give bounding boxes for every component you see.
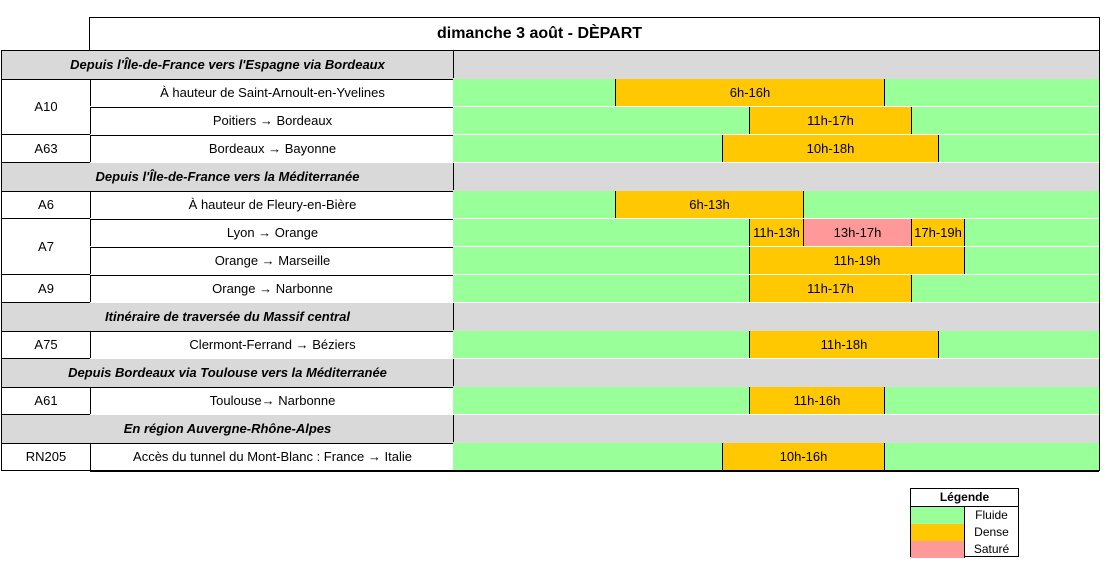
table-row: Orange → Narbonne 11h-17h (90, 275, 1099, 304)
traffic-segment-dense: 10h-16h (722, 443, 885, 470)
legend-swatch (911, 541, 964, 558)
table-row: À hauteur de Saint-Arnoult-en-Yvelines 6h… (90, 79, 1099, 108)
table-row: Clermont-Ferrand → Béziers 11h-18h (90, 331, 1099, 360)
road-number: A6 (2, 191, 90, 219)
timeline-bar: 11h-13h 13h-17h 17h-19h (453, 219, 1099, 246)
legend-label: Saturé (964, 541, 1018, 558)
route-label: À hauteur de Fleury-en-Bière (90, 191, 455, 218)
section-label: Depuis l'Île-de-France vers l'Espagne vi… (2, 51, 454, 78)
route-label: Bordeaux → Bayonne (90, 135, 455, 162)
section-header: Depuis Bordeaux via Toulouse vers la Méd… (2, 359, 1099, 388)
table-row: Orange → Marseille 11h-19h (90, 247, 1099, 276)
traffic-segment-dense: 17h-19h (911, 219, 965, 246)
traffic-segment-dense: 10h-18h (722, 135, 939, 162)
traffic-segment-dense: 6h-13h (615, 191, 804, 218)
legend-swatch (911, 524, 964, 541)
table-row: Accès du tunnel du Mont-Blanc : France →… (90, 443, 1099, 472)
legend-item: Dense (911, 524, 1018, 541)
route-label: Orange → Narbonne (90, 275, 455, 302)
route-label: Poitiers → Bordeaux (90, 107, 455, 134)
timeline-bar: 11h-16h (453, 387, 1099, 414)
road-number: A10 (2, 79, 90, 135)
traffic-segment-dense: 11h-19h (749, 247, 965, 274)
legend-label: Dense (964, 524, 1018, 541)
timeline-bar: 6h-16h (453, 79, 1099, 106)
section-header: En région Auvergne-Rhône-Alpes (2, 415, 1099, 444)
timeline-bar: 11h-17h (453, 275, 1099, 302)
section-label: Depuis Bordeaux via Toulouse vers la Méd… (2, 359, 454, 386)
road-number: RN205 (2, 443, 90, 471)
section-label: En région Auvergne-Rhône-Alpes (2, 415, 454, 442)
timeline-bar: 6h-13h (453, 191, 1099, 218)
legend: Légende Fluide Dense Saturé (910, 488, 1019, 558)
table-row: Lyon → Orange 11h-13h 13h-17h 17h-19h (90, 219, 1099, 248)
road-number: A63 (2, 135, 90, 163)
road-number: A61 (2, 387, 90, 415)
traffic-segment-dense: 11h-17h (749, 275, 912, 302)
legend-item: Saturé (911, 541, 1018, 558)
route-label: À hauteur de Saint-Arnoult-en-Yvelines (90, 79, 455, 106)
table-row: Bordeaux → Bayonne 10h-18h (90, 135, 1099, 164)
section-label: Depuis l'Île-de-France vers la Méditerra… (2, 163, 454, 190)
section-header: Itinéraire de traversée du Massif centra… (2, 303, 1099, 332)
traffic-segment-dense: 11h-18h (749, 331, 939, 358)
legend-title: Légende (911, 489, 1018, 507)
traffic-segment-dense: 11h-16h (749, 387, 885, 414)
table-row: Toulouse→ Narbonne 11h-16h (90, 387, 1099, 416)
route-label: Toulouse→ Narbonne (90, 387, 455, 414)
section-header: Depuis l'Île-de-France vers la Méditerra… (2, 163, 1099, 192)
table-row: Poitiers → Bordeaux 11h-17h (90, 107, 1099, 136)
page-title-text: dimanche 3 août - DÈPART (436, 25, 643, 42)
legend-label: Fluide (964, 507, 1018, 524)
timeline-bar: 10h-18h (453, 135, 1099, 162)
road-number: A9 (2, 275, 90, 303)
route-label: Orange → Marseille (90, 247, 455, 274)
route-label: Clermont-Ferrand → Béziers (90, 331, 455, 358)
page-title: dimanche 3 août - DÈPART (89, 17, 1100, 50)
timeline-bar: 10h-16h (453, 443, 1099, 470)
timeline-bar: 11h-17h (453, 107, 1099, 134)
legend-item: Fluide (911, 507, 1018, 524)
legend-swatch (911, 507, 964, 524)
traffic-table: Depuis l'Île-de-France vers l'Espagne vi… (1, 50, 1100, 472)
traffic-segment-sature: 13h-17h (803, 219, 912, 246)
traffic-segment-dense: 6h-16h (615, 79, 885, 106)
route-label: Accès du tunnel du Mont-Blanc : France →… (90, 443, 455, 470)
timeline-bar: 11h-18h (453, 331, 1099, 358)
traffic-segment-dense: 11h-17h (749, 107, 912, 134)
timeline-bar: 11h-19h (453, 247, 1099, 274)
route-label: Lyon → Orange (90, 219, 455, 246)
table-row: À hauteur de Fleury-en-Bière 6h-13h (90, 191, 1099, 220)
road-number: A7 (2, 219, 90, 275)
road-number: A75 (2, 331, 90, 359)
traffic-segment-dense: 11h-13h (749, 219, 804, 246)
section-header: Depuis l'Île-de-France vers l'Espagne vi… (2, 51, 1099, 80)
section-label: Itinéraire de traversée du Massif centra… (2, 303, 454, 330)
